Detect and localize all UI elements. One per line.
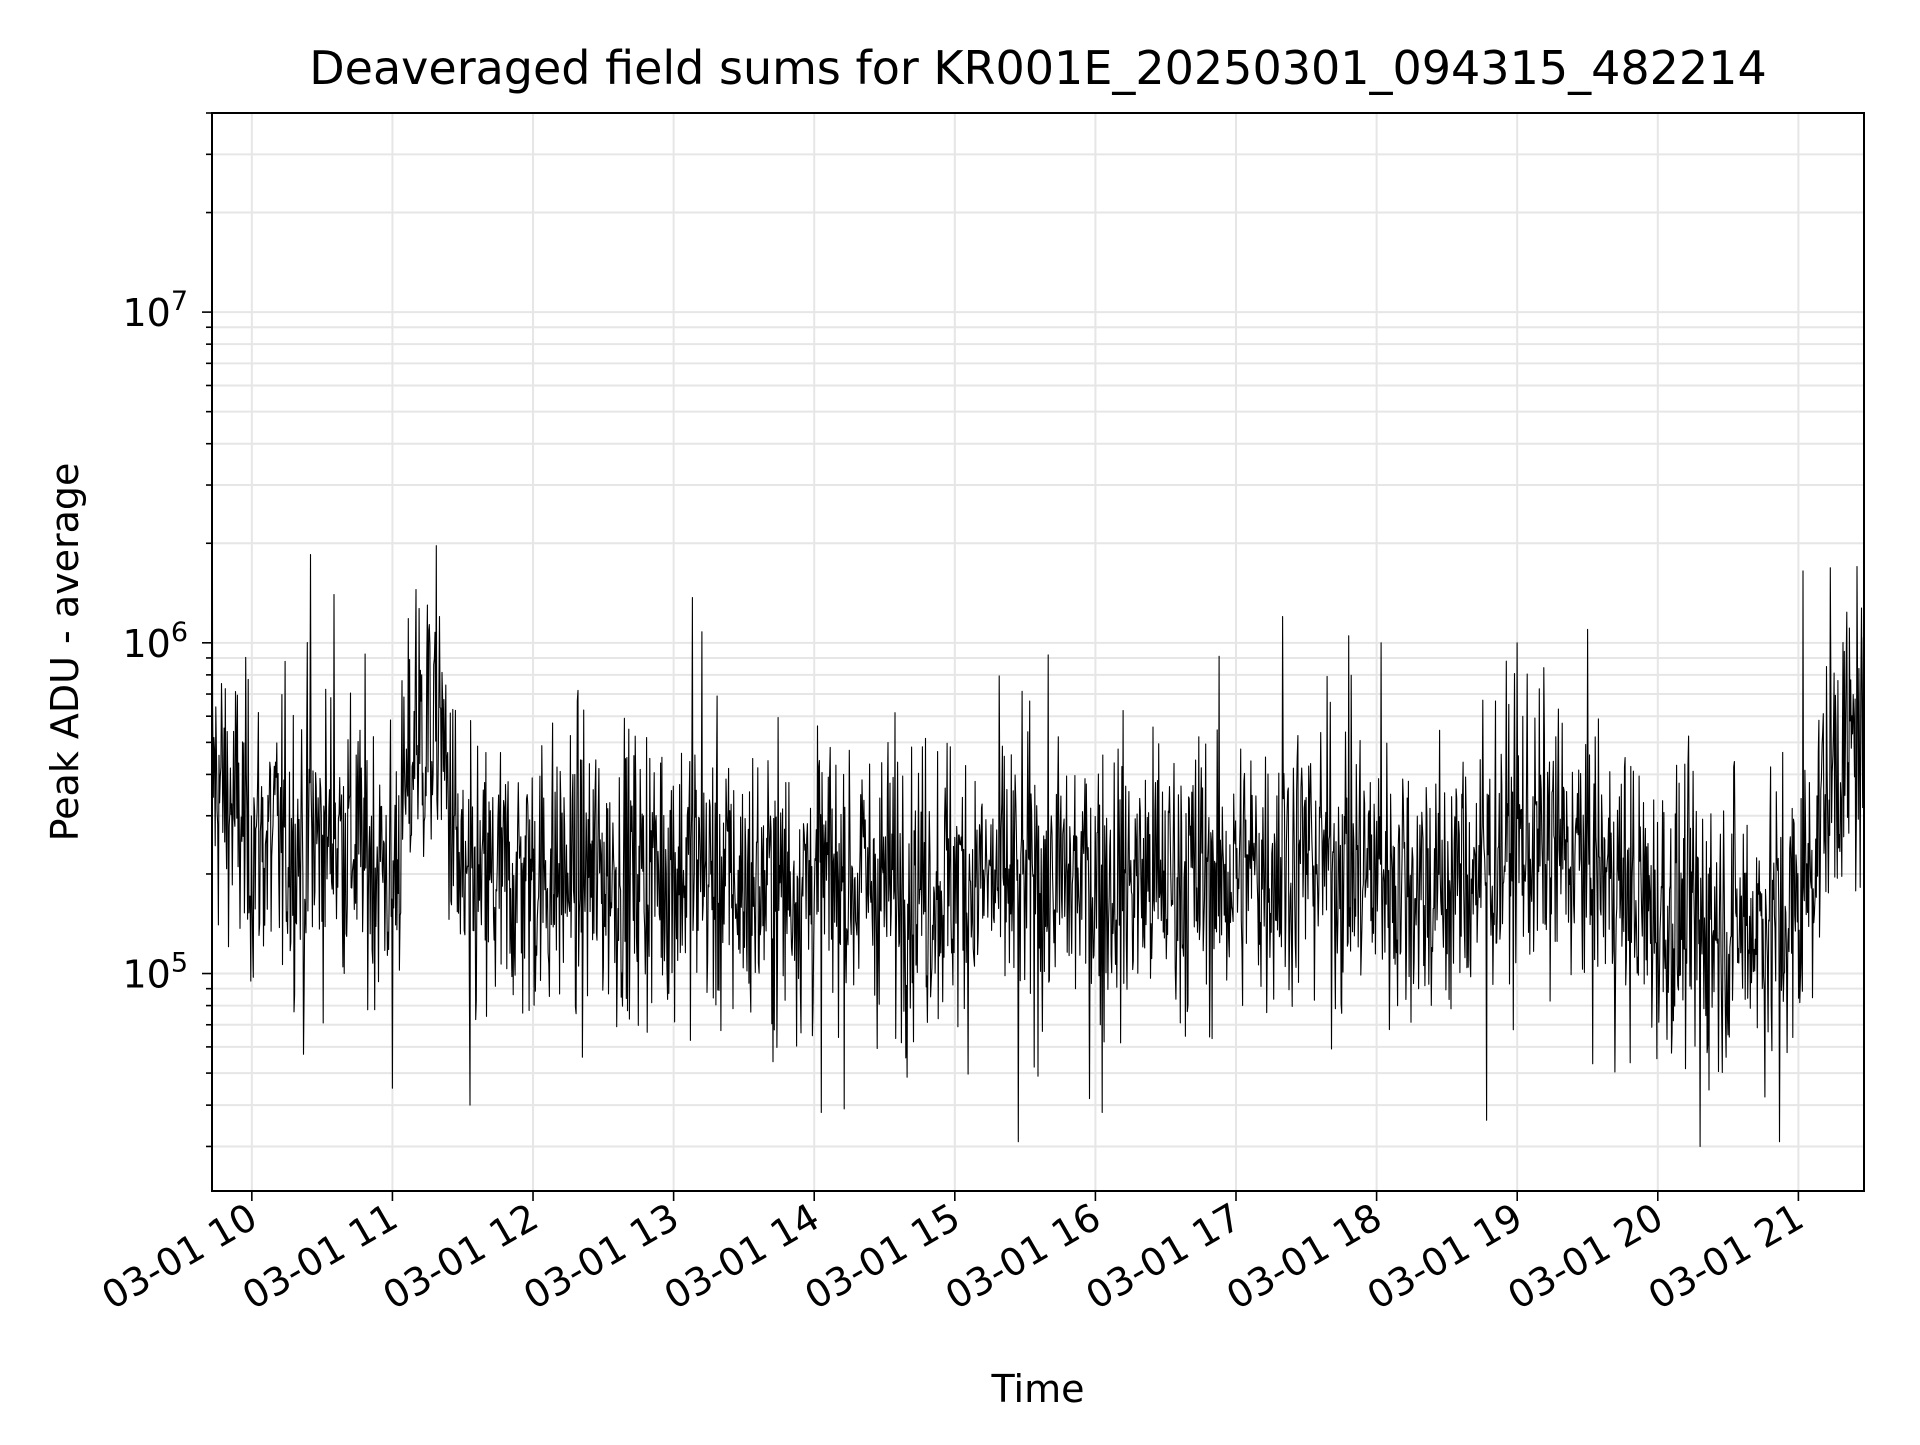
data-series (211, 164, 1865, 1148)
x-axis-label: Time (991, 1367, 1085, 1411)
y-axis-label: Peak ADU - average (43, 463, 87, 842)
y-axis-ticks: 105 106 107 (122, 112, 212, 1148)
y-tick-label: 107 (122, 286, 188, 335)
series-line (211, 164, 1865, 1148)
y-tick-label: 106 (122, 617, 188, 666)
y-tick-label: 105 (122, 948, 188, 997)
plot-frame (211, 112, 1865, 1192)
chart-title: Deaveraged field sums for KR001E_2025030… (309, 41, 1766, 95)
